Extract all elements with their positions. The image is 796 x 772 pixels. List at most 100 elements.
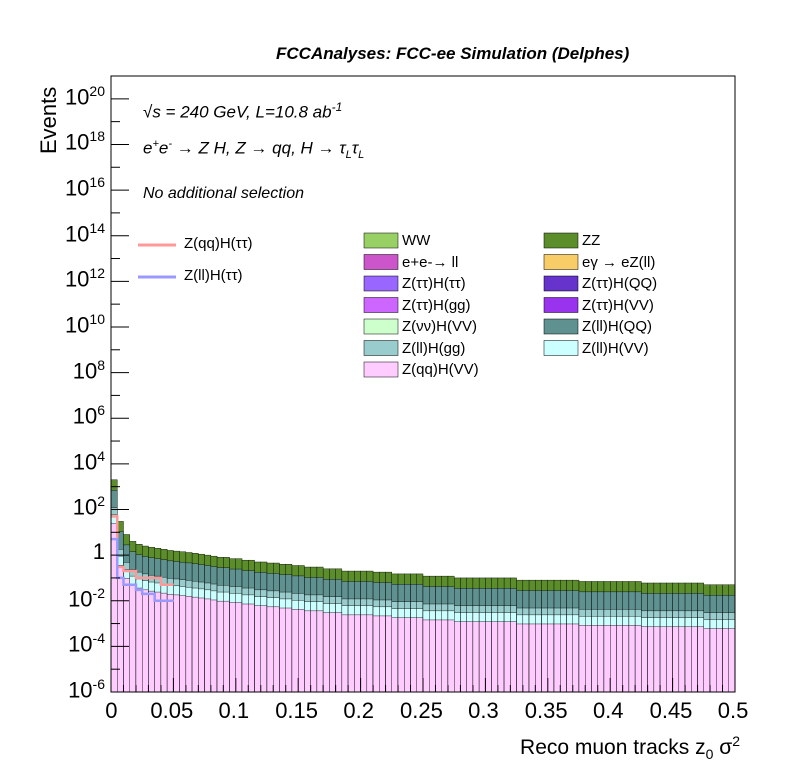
bar-38-layer-4 bbox=[347, 614, 355, 693]
bar-72-layer-4 bbox=[560, 623, 567, 693]
y-tick-label-3: 1 bbox=[92, 539, 105, 565]
bar-86-layer-4 bbox=[647, 626, 655, 693]
bar-50-layer-4 bbox=[422, 619, 430, 693]
legend-swatch-9 bbox=[543, 318, 579, 335]
legend-swatch-1 bbox=[543, 232, 579, 249]
legend-bg-5: Z(ττ)H(QQ) bbox=[582, 275, 658, 292]
bar-4-layer-4 bbox=[135, 587, 143, 693]
selection-annotation: No additional selection bbox=[143, 185, 304, 202]
x-tick-label-7: 0.35 bbox=[524, 698, 568, 723]
legend-bg-3: eγ → eZ(ll) bbox=[582, 253, 656, 271]
bar-87-layer-4 bbox=[653, 626, 661, 693]
x-tick-label-1: 0.05 bbox=[150, 698, 194, 723]
bar-13-layer-4 bbox=[191, 596, 199, 693]
legend-bg-10: Z(ll)H(gg) bbox=[402, 339, 466, 357]
bar-66-layer-4 bbox=[522, 623, 530, 693]
bar-85-layer-4 bbox=[641, 626, 648, 693]
legend-swatch-3 bbox=[543, 254, 579, 270]
bar-90-layer-4 bbox=[672, 626, 680, 693]
bar-39-layer-4 bbox=[354, 614, 361, 693]
bar-14-layer-4 bbox=[198, 597, 205, 693]
legend-bg-8: Z(νν)H(VV) bbox=[402, 318, 477, 335]
legend-swatch-8 bbox=[363, 318, 399, 335]
bar-10-layer-4 bbox=[173, 594, 180, 693]
bar-53-layer-4 bbox=[441, 619, 449, 693]
bar-28-layer-4 bbox=[285, 607, 293, 693]
bar-6-layer-4 bbox=[148, 590, 155, 693]
bar-29-layer-4 bbox=[291, 609, 299, 693]
y-tick-label-12: 1018 bbox=[64, 128, 105, 155]
bar-74-layer-4 bbox=[572, 623, 580, 693]
histogram-bars bbox=[110, 479, 736, 693]
bar-43-layer-4 bbox=[379, 615, 386, 693]
bar-45-layer-4 bbox=[391, 617, 399, 693]
bar-30-layer-4 bbox=[298, 609, 305, 693]
bar-97-layer-4 bbox=[716, 628, 723, 693]
bar-32-layer-4 bbox=[310, 610, 318, 693]
bar-5-layer-4 bbox=[141, 589, 149, 693]
legend-swatch-0 bbox=[363, 232, 399, 249]
y-tick-label-6: 106 bbox=[72, 402, 105, 429]
bar-31-layer-4 bbox=[304, 610, 311, 693]
bar-24-layer-4 bbox=[260, 605, 268, 693]
y-tick-label-9: 1012 bbox=[64, 265, 105, 292]
bar-88-layer-4 bbox=[659, 626, 667, 693]
x-tick-label-6: 0.3 bbox=[468, 698, 499, 723]
bar-80-layer-4 bbox=[610, 625, 617, 693]
process-annotation: e+e- → Z H, Z → qq, H → τLτL bbox=[143, 138, 365, 162]
bar-55-layer-4 bbox=[454, 621, 461, 693]
bar-9-layer-4 bbox=[166, 594, 174, 693]
bar-11-layer-4 bbox=[179, 595, 187, 693]
bar-56-layer-4 bbox=[460, 621, 467, 693]
y-tick-label-8: 1010 bbox=[64, 310, 105, 338]
bar-89-layer-4 bbox=[666, 626, 673, 693]
legend-swatch-5 bbox=[543, 275, 579, 292]
signal-line-1 bbox=[111, 537, 174, 602]
legend-swatch-2 bbox=[363, 254, 399, 270]
bar-2-layer-4 bbox=[123, 578, 130, 693]
bar-70-layer-4 bbox=[547, 623, 555, 693]
bar-7-layer-4 bbox=[154, 591, 162, 693]
bar-52-layer-4 bbox=[435, 619, 442, 693]
y-tick-label-0: 10-6 bbox=[68, 676, 105, 703]
y-tick-label-1: 10-4 bbox=[68, 630, 105, 657]
x-tick-label-5: 0.25 bbox=[400, 698, 443, 723]
bar-57-layer-4 bbox=[466, 621, 474, 693]
bar-75-layer-4 bbox=[578, 625, 586, 693]
x-tick-label-9: 0.45 bbox=[649, 698, 693, 723]
x-tick-label-4: 0.2 bbox=[343, 698, 374, 723]
bar-25-layer-4 bbox=[266, 606, 274, 693]
legend-bg-9: Z(ll)H(QQ) bbox=[582, 318, 652, 335]
legend-signal-0: Z(qq)H(ττ) bbox=[184, 235, 253, 252]
bar-63-layer-4 bbox=[503, 621, 511, 693]
y-tick-label-11: 1016 bbox=[64, 174, 105, 201]
bar-15-layer-4 bbox=[204, 598, 212, 693]
legend-bg-6: Z(ττ)H(gg) bbox=[402, 296, 471, 314]
bar-49-layer-4 bbox=[416, 617, 424, 693]
y-tick-label-4: 102 bbox=[72, 493, 105, 520]
bar-51-layer-4 bbox=[429, 619, 436, 693]
x-tick-label-2: 0.1 bbox=[218, 698, 250, 723]
bar-84-layer-4 bbox=[634, 625, 642, 693]
y-tick-label-5: 104 bbox=[72, 447, 105, 475]
bar-26-layer-4 bbox=[273, 606, 280, 693]
bar-59-layer-4 bbox=[478, 621, 486, 693]
bar-62-layer-4 bbox=[497, 621, 505, 693]
bar-77-layer-4 bbox=[591, 625, 598, 693]
legend-bg-7: Z(ττ)H(VV) bbox=[582, 296, 654, 314]
bar-91-layer-4 bbox=[678, 626, 686, 693]
bar-83-layer-4 bbox=[628, 625, 636, 693]
bar-96-layer-4 bbox=[709, 628, 717, 693]
bar-60-layer-4 bbox=[485, 621, 492, 693]
chart-header: FCCAnalyses: FCC-ee Simulation (Delphes) bbox=[276, 44, 630, 63]
bar-98-layer-4 bbox=[722, 628, 729, 693]
legend-swatch-6 bbox=[363, 297, 399, 313]
legend-swatch-11 bbox=[543, 340, 579, 356]
legend-signal-1: Z(ll)H(ττ) bbox=[184, 267, 243, 284]
bar-21-layer-4 bbox=[241, 603, 249, 693]
x-tick-label-0: 0 bbox=[105, 698, 118, 723]
legend-bg-12: Z(qq)H(VV) bbox=[402, 361, 479, 378]
bar-95-layer-4 bbox=[703, 628, 711, 693]
bar-99-layer-4 bbox=[728, 628, 736, 693]
